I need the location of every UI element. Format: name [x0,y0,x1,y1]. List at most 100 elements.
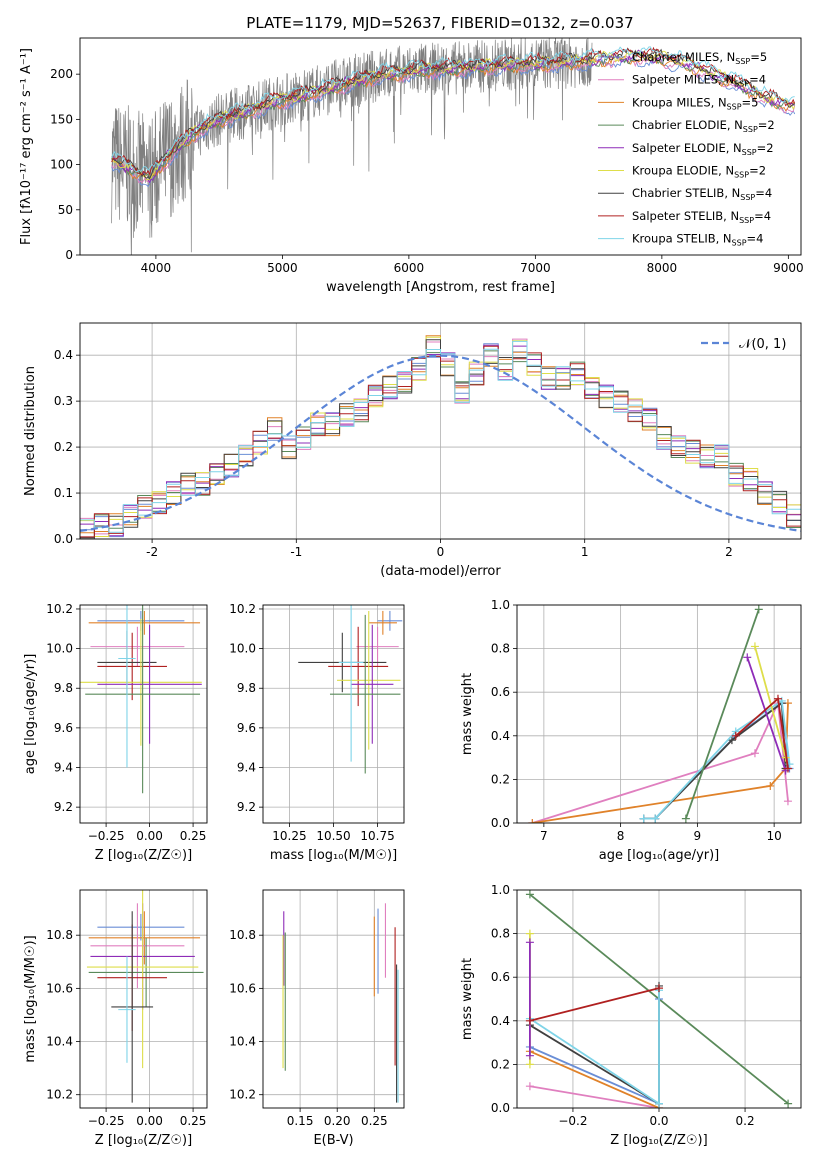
x-tick-label: 10.75 [360,829,394,843]
y-tick-label: 0.6 [491,970,510,984]
y-tick-label: 10.0 [229,642,256,656]
weight-marker [639,814,648,823]
plot-area [298,605,403,774]
y-tick-label: 200 [50,67,73,81]
panel-6: 0.15 0.20 0.25 10.2 10.4 10.6 10.8 E(B-V) [229,889,405,1148]
y-tick-label: 10.8 [46,928,73,942]
x-axis-label: E(B-V) [313,1133,353,1148]
x-tick-label: −0.2 [558,1114,587,1128]
y-tick-label: 10.8 [229,928,256,942]
y-tick-label: 10.2 [46,1088,73,1102]
weight-marker [525,890,534,899]
y-axis-label: Normed distribution [23,366,38,496]
legend-label: Salpeter STELIB, NSSP=4 [632,209,771,225]
x-tick-label: 10 [766,829,781,843]
weight-marker [783,764,792,773]
weight-line [754,646,787,758]
y-tick-label: 10.6 [46,981,73,995]
x-tick-label: -2 [146,545,158,559]
x-tick-label: 0 [437,545,445,559]
y-tick-label: 0.4 [54,348,73,362]
x-tick-label: 0.15 [287,1114,314,1128]
legend-label: Chabrier STELIB, NSSP=4 [632,186,772,202]
plot-area [528,605,794,823]
axes-frame [262,889,405,1109]
y-tick-label: 1.0 [491,883,510,897]
x-tick-label: 1 [581,545,589,559]
weight-marker [766,781,775,790]
weight-marker [783,797,792,806]
weight-marker [784,1099,793,1108]
y-tick-label: 0.0 [491,1101,510,1115]
legend-label: Kroupa ELODIE, NSSP=2 [632,164,766,180]
y-tick-label: 0.4 [491,1014,510,1028]
x-tick-label: 0.25 [361,1114,388,1128]
weight-marker [655,984,663,993]
axes-frame [516,889,802,1109]
y-tick-label: 0.0 [54,532,73,546]
x-tick-label: 0.25 [180,1114,207,1128]
x-tick-label: 2 [725,545,733,559]
x-tick-label: 0.00 [136,1114,163,1128]
x-tick-label: −0.25 [88,829,125,843]
axes-frame [79,322,802,540]
weight-line [532,699,789,823]
weight-marker [681,814,690,823]
plot-area [80,605,202,794]
weight-marker [528,819,537,823]
y-tick-label: 0.2 [54,440,73,454]
weight-marker [743,653,752,662]
legend-label: Salpeter ELODIE, NSSP=2 [632,141,774,157]
y-tick-label: 0.0 [491,816,510,830]
axes-frame [79,889,208,1109]
x-tick-label: 8 [617,829,625,843]
y-tick-label: 9.6 [54,721,73,735]
y-tick-label: 10.4 [229,1035,256,1049]
observed-spectrum-line [111,38,593,255]
weight-line [643,701,787,820]
y-tick-label: 0.2 [491,1057,510,1071]
residual-histogram [80,340,801,533]
legend-label: Chabrier MILES, NSSP=5 [632,50,767,66]
x-tick-label: 4000 [141,261,172,275]
x-tick-label: 9 [694,829,702,843]
x-tick-label: 5000 [267,261,298,275]
x-tick-label: -1 [290,545,302,559]
y-tick-label: 100 [50,158,73,172]
plot-area [80,335,801,539]
x-axis-label: Z [log₁₀(Z/Z☉)] [95,1133,192,1148]
y-tick-label: 9.2 [237,800,256,814]
x-axis-label: mass [log₁₀(M/M☉)] [270,848,397,863]
weight-line [735,696,789,769]
y-axis-label: age [log₁₀(age/yr)] [23,654,38,775]
weight-line [643,701,791,820]
x-tick-label: 0.0 [649,1114,668,1128]
y-tick-label: 10.2 [229,602,256,616]
panel-0: 4000 5000 6000 7000 8000 9000 0 50 100 150 200 wave… [19,37,804,295]
y-tick-label: 1.0 [491,598,510,612]
y-tick-label: 50 [58,203,73,217]
x-axis-label: Z [log₁₀(Z/Z☉)] [95,848,192,863]
spectrum-title: PLATE=1179, MJD=52637, FIBERID=0132, z=0… [246,14,633,32]
y-tick-label: 0.8 [491,642,510,656]
legend-label: Salpeter MILES, NSSP=4 [632,73,766,89]
x-tick-label: 0.20 [324,1114,351,1128]
weight-marker [754,605,763,614]
weight-line [746,657,787,771]
y-tick-label: 9.6 [237,721,256,735]
weight-marker [750,642,759,651]
y-tick-label: 0 [65,248,73,262]
axes-frame [262,604,405,824]
y-tick-label: 9.4 [54,761,73,775]
weight-marker [525,1060,534,1069]
weight-marker [525,938,534,947]
weight-line [529,1050,660,1108]
y-tick-label: 10.4 [46,1035,73,1049]
x-tick-label: 0.2 [736,1114,755,1128]
residual-histogram [80,345,801,538]
panel-4: 7 8 9 10 0.0 0.2 0.4 0.6 0.8 1.0 age [log₁₀(age/yr… [460,598,802,863]
weight-marker [525,1082,534,1091]
axes-frame [79,604,208,824]
weight-line [532,703,789,823]
